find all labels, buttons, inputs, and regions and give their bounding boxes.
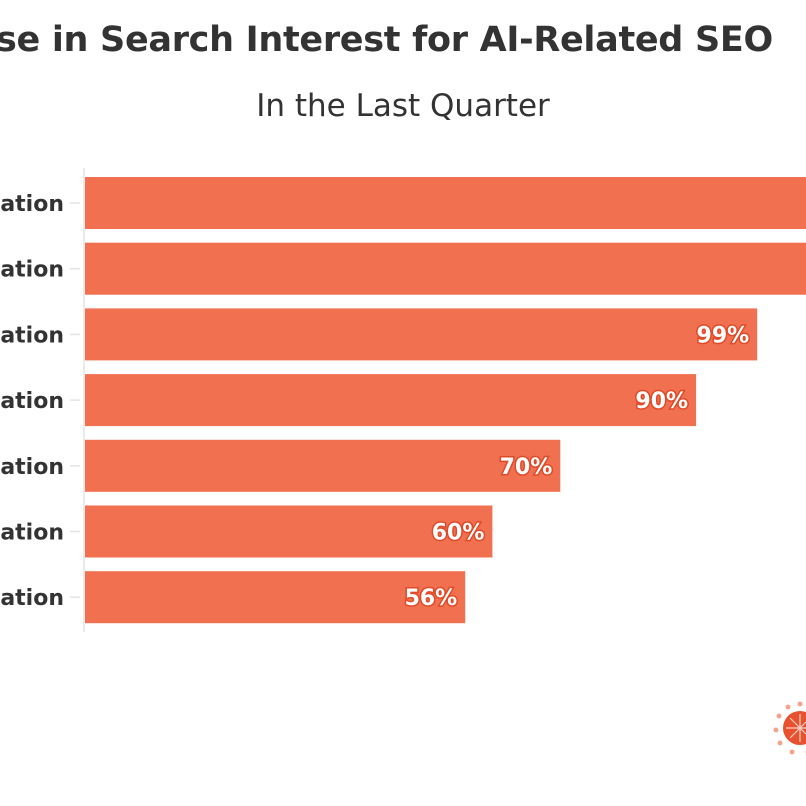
- category-label: ation: [0, 455, 64, 480]
- category-label: ation: [0, 258, 64, 283]
- bar: [85, 571, 466, 624]
- bar: [85, 177, 806, 229]
- logo-icon: [773, 701, 806, 755]
- category-label: ation: [0, 323, 64, 348]
- value-label: 99%: [697, 323, 750, 348]
- chart-subtitle: In the Last Quarter: [256, 88, 550, 124]
- category-label: ation: [0, 389, 64, 414]
- category-label: ation: [0, 192, 64, 217]
- bar: [85, 439, 561, 492]
- value-label: 60%: [432, 521, 485, 546]
- bar: [85, 505, 493, 558]
- category-label: ation: [0, 521, 64, 546]
- category-label: ation: [0, 586, 64, 611]
- value-label: 90%: [635, 389, 688, 414]
- value-label: 70%: [500, 455, 553, 480]
- value-label: 56%: [405, 586, 458, 611]
- chart-title: se in Search Interest for AI-Related SEO: [0, 20, 773, 60]
- bar: [85, 308, 758, 361]
- bar: [85, 374, 697, 427]
- bar: [85, 242, 806, 295]
